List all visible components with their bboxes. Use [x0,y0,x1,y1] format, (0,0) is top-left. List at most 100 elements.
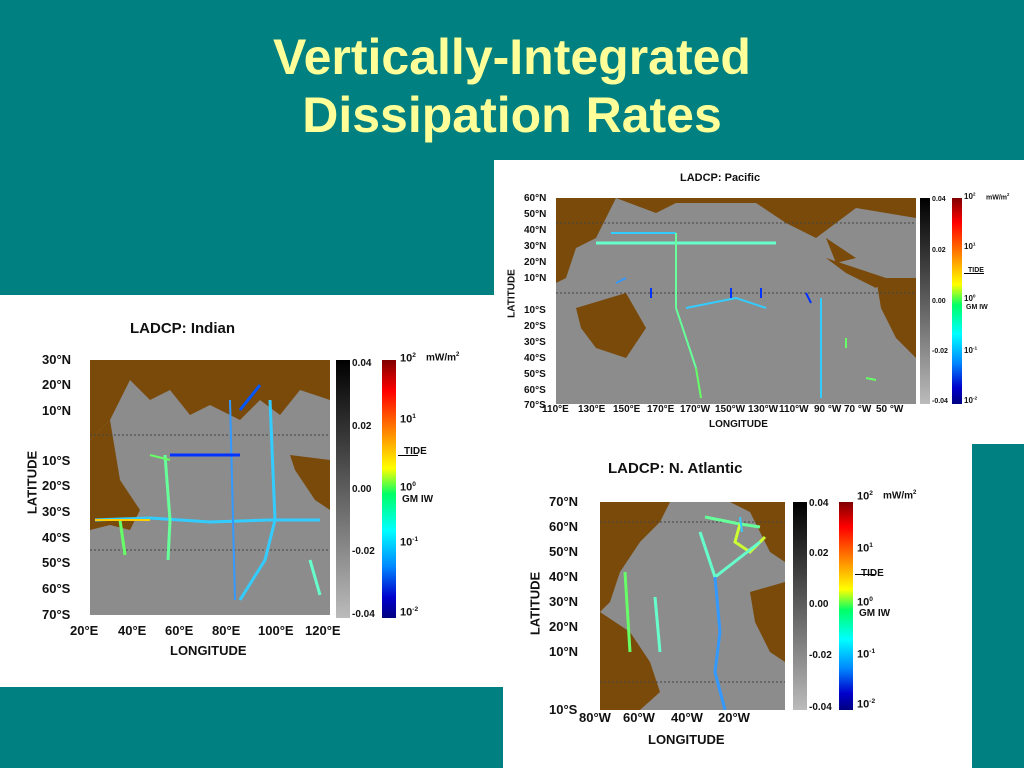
title-line-2: Dissipation Rates [302,87,722,143]
atlantic-map [600,502,785,710]
pacific-ctick-m2: 10-2 [964,396,978,405]
pacific-lon-label: 70 °W [844,404,872,415]
atlantic-ctick-tide: TIDE [861,568,884,579]
pacific-lat-label: 10°S [524,305,546,316]
atlantic-lon-label: 20°W [718,710,750,725]
indian-lat-label: 20°N [42,377,72,392]
pacific-lat-label: 30°N [524,241,547,252]
pacific-lon-label: 90 °W [814,404,842,415]
atlantic-ctick-m2: 10-2 [857,698,876,711]
pacific-lat-label: 50°N [524,209,547,220]
indian-title: LADCP: Indian [130,320,235,337]
atlantic-lat-label: 50°N [549,544,579,559]
indian-grey-tick: 0.04 [352,358,372,369]
indian-lon-label: 60°E [165,623,194,638]
pacific-lat-label: 30°S [524,337,546,348]
atlantic-ctick-1: 101 [857,542,873,555]
atlantic-grey-tick: 0.00 [809,599,829,610]
atlantic-ctick-gmiw: GM IW [859,608,891,619]
atlantic-lat-label: 20°N [549,619,579,634]
pacific-title: LADCP: Pacific [680,172,761,184]
indian-grey-tick: -0.04 [352,609,375,620]
pacific-lat-label: 10°N [524,273,547,284]
atlantic-lat-label: 10°N [549,644,579,659]
pacific-lat-label: 40°N [524,225,547,236]
indian-lon-label: 80°E [212,623,241,638]
pacific-grey-tick: 0.00 [932,298,946,305]
indian-ctick-0: 100 [400,481,416,494]
indian-xlabel: LONGITUDE [170,643,247,658]
atlantic-ctick-top: 102 [857,490,873,503]
atlantic-map-graphic [600,502,785,710]
pacific-tide-marker [964,273,984,274]
atlantic-xlabel: LONGITUDE [648,732,725,747]
atlantic-ylabel: LATITUDE [527,571,543,636]
pacific-lat-label: 60°N [524,193,547,204]
indian-lon-label: 120°E [305,623,341,638]
atlantic-grey-colorbar [793,502,807,710]
pacific-panel: LADCP: Pacific LATITUDE LONGITUDE [494,160,1024,444]
indian-ctick-top: 102 [400,352,416,365]
pacific-lon-label: 170°W [680,404,711,415]
indian-ctick-1: 101 [400,413,416,426]
indian-ylabel: LATITUDE [24,450,40,515]
pacific-lat-label: 20°N [524,257,547,268]
pacific-map-graphic [556,198,916,404]
indian-ctick-m2: 10-2 [400,606,419,619]
pacific-lat-label: 60°S [524,385,546,396]
pacific-xlabel: LONGITUDE [709,419,768,430]
pacific-ctick-1: 101 [964,242,976,251]
pacific-lat-label: 20°S [524,321,546,332]
indian-lat-label: 60°S [42,581,71,596]
indian-grey-tick: 0.02 [352,421,372,432]
pacific-lat-label: 70°S [524,400,546,411]
indian-lat-label: 50°S [42,555,71,570]
pacific-lon-label: 110°W [779,404,809,415]
indian-lon-label: 40°E [118,623,147,638]
indian-ctick-gmiw: GM IW [402,494,434,505]
indian-lat-label: 30°S [42,504,71,519]
atlantic-lat-label: 70°N [549,494,579,509]
pacific-lon-label: 50 °W [876,404,904,415]
indian-lat-label: 30°N [42,352,72,367]
atlantic-ctick-m1: 10-1 [857,648,876,661]
atlantic-grey-tick: -0.04 [809,702,832,713]
atlantic-grey-tick: -0.02 [809,650,832,661]
pacific-map [556,198,916,404]
pacific-grey-colorbar [920,198,930,404]
atlantic-lat-label: 60°N [549,519,579,534]
pacific-ctick-tide: TIDE [968,267,984,274]
indian-ctick-m1: 10-1 [400,536,419,549]
pacific-grey-tick: -0.04 [932,398,948,405]
atlantic-lon-label: 60°W [623,710,655,725]
atlantic-panel: LADCP: N. Atlantic LATITUDE LONGITUDE 70… [503,444,972,768]
pacific-lon-label: 170°E [647,404,675,415]
atlantic-tide-marker [855,574,875,575]
indian-lat-label: 20°S [42,478,71,493]
pacific-lon-label: 150°E [613,404,641,415]
pacific-lon-label: 130°E [578,404,606,415]
indian-map-graphic [90,360,330,615]
indian-grey-tick: -0.02 [352,546,375,557]
atlantic-title: LADCP: N. Atlantic [608,460,743,477]
pacific-ctick-m1: 10-1 [964,346,978,355]
atlantic-lon-label: 80°W [579,710,611,725]
indian-lat-label: 10°N [42,403,72,418]
pacific-lat-label: 50°S [524,369,546,380]
atlantic-lat-label: 40°N [549,569,579,584]
indian-lat-label: 10°S [42,453,71,468]
pacific-lat-label: 40°S [524,353,546,364]
indian-grey-colorbar [336,360,350,618]
atlantic-lat-label: 10°S [549,702,578,717]
atlantic-ctick-0: 100 [857,596,873,609]
indian-tide-marker [398,455,418,456]
title-line-1: Vertically-Integrated [273,29,751,85]
indian-lon-label: 100°E [258,623,294,638]
atlantic-grey-tick: 0.04 [809,498,829,509]
atlantic-color-colorbar [839,502,853,710]
pacific-grey-tick: 0.04 [932,196,946,203]
indian-panel: LADCP: Indian LATITUDE LONGITUDE 30°N 20 [0,295,503,687]
atlantic-ctick-unit: mW/m2 [883,490,917,502]
indian-grey-tick: 0.00 [352,484,372,495]
pacific-grey-tick: -0.02 [932,348,948,355]
